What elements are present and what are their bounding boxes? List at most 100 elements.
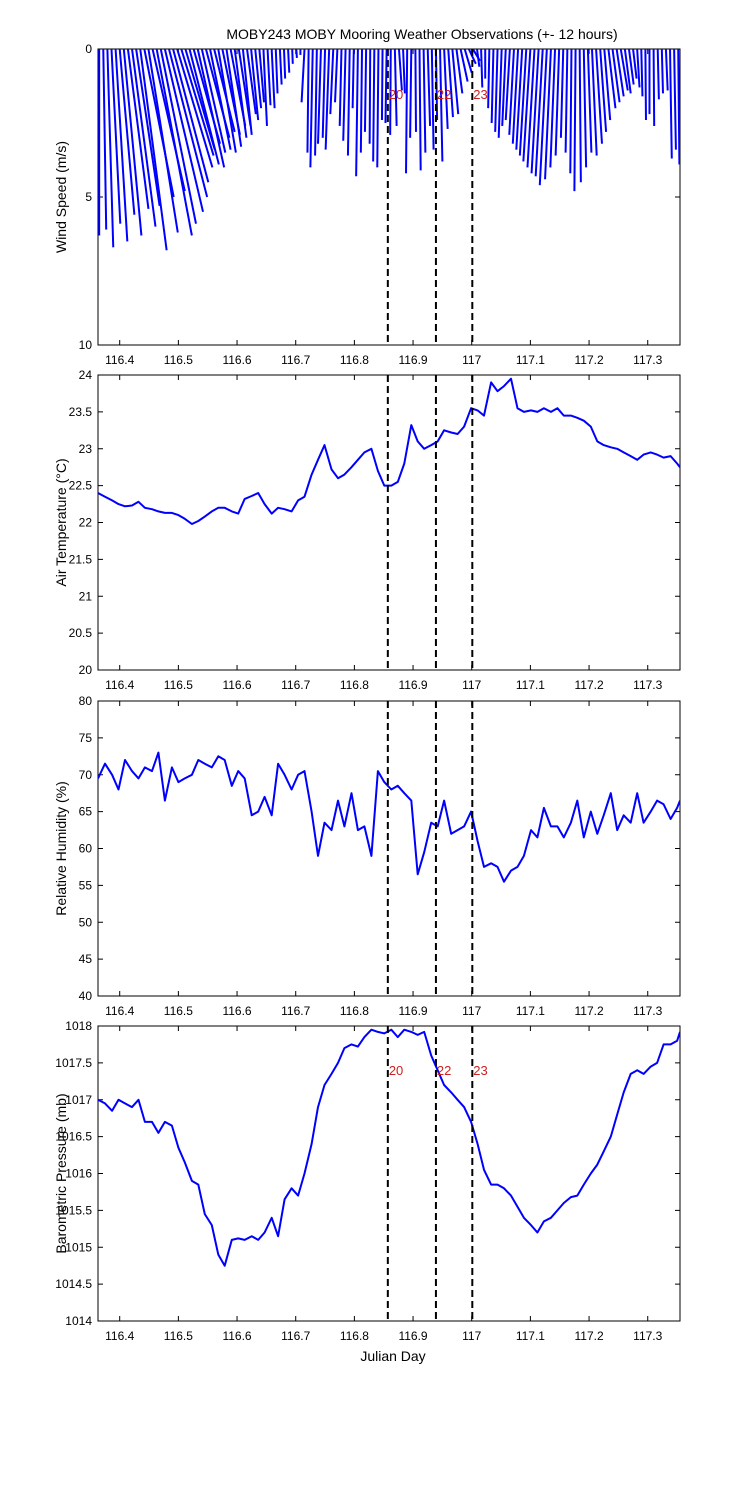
series-line bbox=[98, 377, 680, 525]
wind-vector bbox=[135, 49, 161, 207]
wind-vector bbox=[644, 49, 647, 121]
y-tick-label: 70 bbox=[79, 768, 93, 782]
wind-vector bbox=[338, 49, 343, 126]
panel-2: 20 20.5 21 21.5 22 22.5 23 23.5 24 116.4 116.5 116.… bbox=[53, 368, 681, 692]
y-tick-label: 23.5 bbox=[69, 405, 93, 419]
x-tick-label: 117 bbox=[462, 678, 481, 692]
wind-vector bbox=[131, 49, 157, 227]
wind-vector bbox=[582, 49, 588, 168]
wind-vector bbox=[564, 49, 569, 153]
x-tick-label: 116.5 bbox=[164, 1329, 193, 1343]
x-tick-label: 116.6 bbox=[222, 353, 251, 367]
wind-vector bbox=[660, 49, 664, 94]
panels: 0 5 10 116.4 116.5 116.6 116.7 116.8 116.9 117 117… bbox=[53, 42, 681, 1343]
y-tick-label: 24 bbox=[79, 368, 93, 382]
wind-vector bbox=[530, 49, 540, 174]
wind-vector bbox=[250, 49, 260, 121]
wind-vector bbox=[607, 49, 617, 109]
wind-vector bbox=[544, 49, 552, 180]
x-tick-label: 116.7 bbox=[281, 353, 310, 367]
wind-vector bbox=[106, 49, 115, 248]
panel-4: 1014 1014.5 1015 1015.5 1016 1016.5 1017 1017.5… bbox=[53, 1019, 681, 1343]
wind-vector bbox=[569, 49, 573, 174]
wind-vector bbox=[368, 49, 372, 144]
y-tick-label: 0 bbox=[85, 42, 92, 56]
y-tick-label: 50 bbox=[79, 915, 93, 929]
x-tick-label: 116.4 bbox=[105, 678, 134, 692]
wind-vector bbox=[640, 49, 644, 97]
wind-vector bbox=[176, 49, 214, 168]
x-tick-label: 116.4 bbox=[105, 353, 134, 367]
wind-vector bbox=[246, 49, 257, 115]
wind-vector bbox=[295, 49, 298, 58]
y-tick-label: 75 bbox=[79, 731, 93, 745]
wind-vector bbox=[147, 49, 179, 233]
wind-vector bbox=[414, 49, 417, 132]
wind-vector bbox=[168, 49, 209, 198]
y-tick-label: 1016 bbox=[65, 1167, 92, 1181]
wind-vector bbox=[627, 49, 635, 85]
wind-vector bbox=[632, 49, 638, 79]
x-axis-label: Julian Day bbox=[360, 1348, 425, 1364]
wind-vector bbox=[595, 49, 603, 144]
wind-vector bbox=[677, 49, 680, 165]
y-tick-label: 45 bbox=[79, 952, 93, 966]
wind-vector bbox=[559, 49, 565, 138]
wind-vector bbox=[487, 49, 491, 109]
x-tick-label: 117.3 bbox=[633, 1004, 662, 1018]
y-tick-label: 65 bbox=[79, 805, 93, 819]
wind-vector bbox=[459, 49, 469, 82]
wind-vector bbox=[200, 49, 227, 153]
wind-vector bbox=[526, 49, 536, 168]
wind-vector bbox=[418, 49, 422, 171]
y-axis-label: Air Temperature (°C) bbox=[53, 458, 69, 586]
wind-vector bbox=[254, 49, 263, 109]
event-marker-label: 22 bbox=[437, 1063, 451, 1078]
y-tick-label: 22.5 bbox=[69, 479, 93, 493]
x-tick-label: 117 bbox=[462, 1004, 481, 1018]
event-marker-label: 20 bbox=[389, 87, 403, 102]
wind-vector bbox=[673, 49, 677, 150]
x-tick-label: 117.2 bbox=[574, 678, 603, 692]
x-tick-label: 117.3 bbox=[633, 1329, 662, 1343]
wind-vector bbox=[463, 49, 473, 73]
x-tick-label: 116.7 bbox=[281, 678, 310, 692]
wind-vector bbox=[317, 49, 322, 144]
wind-vector bbox=[467, 49, 477, 65]
wind-vector bbox=[669, 49, 673, 159]
wind-vector bbox=[590, 49, 598, 156]
wind-vector bbox=[603, 49, 612, 121]
figure-title: MOBY243 MOBY Mooring Weather Observation… bbox=[226, 26, 617, 42]
wind-vector bbox=[490, 49, 495, 124]
y-tick-label: 80 bbox=[79, 694, 93, 708]
plot-area bbox=[98, 1026, 680, 1321]
wind-vector bbox=[494, 49, 499, 132]
event-marker-label: 23 bbox=[473, 1063, 487, 1078]
x-tick-label: 117.3 bbox=[633, 678, 662, 692]
y-tick-label: 20 bbox=[79, 663, 93, 677]
y-tick-label: 1016.5 bbox=[55, 1130, 92, 1144]
wind-vector bbox=[504, 49, 511, 121]
wind-vector bbox=[515, 49, 524, 150]
wind-vector bbox=[372, 49, 376, 162]
y-tick-label: 20.5 bbox=[69, 626, 93, 640]
wind-vector bbox=[300, 49, 306, 103]
wind-vector bbox=[573, 49, 577, 192]
wind-vector bbox=[287, 49, 291, 73]
x-tick-label: 117.1 bbox=[516, 1329, 545, 1343]
series-line bbox=[98, 1028, 680, 1267]
y-tick-label: 22 bbox=[79, 516, 93, 530]
y-tick-label: 21.5 bbox=[69, 552, 93, 566]
x-tick-label: 116.4 bbox=[105, 1329, 134, 1343]
wind-vector bbox=[549, 49, 557, 168]
wind-vector bbox=[278, 49, 283, 85]
wind-vector bbox=[619, 49, 629, 91]
x-tick-label: 117.1 bbox=[516, 678, 545, 692]
wind-vector bbox=[359, 49, 364, 153]
wind-vector bbox=[439, 49, 444, 162]
wind-vector bbox=[518, 49, 528, 156]
y-tick-label: 21 bbox=[79, 589, 93, 603]
wind-vector bbox=[397, 49, 403, 91]
wind-vector bbox=[334, 49, 339, 103]
